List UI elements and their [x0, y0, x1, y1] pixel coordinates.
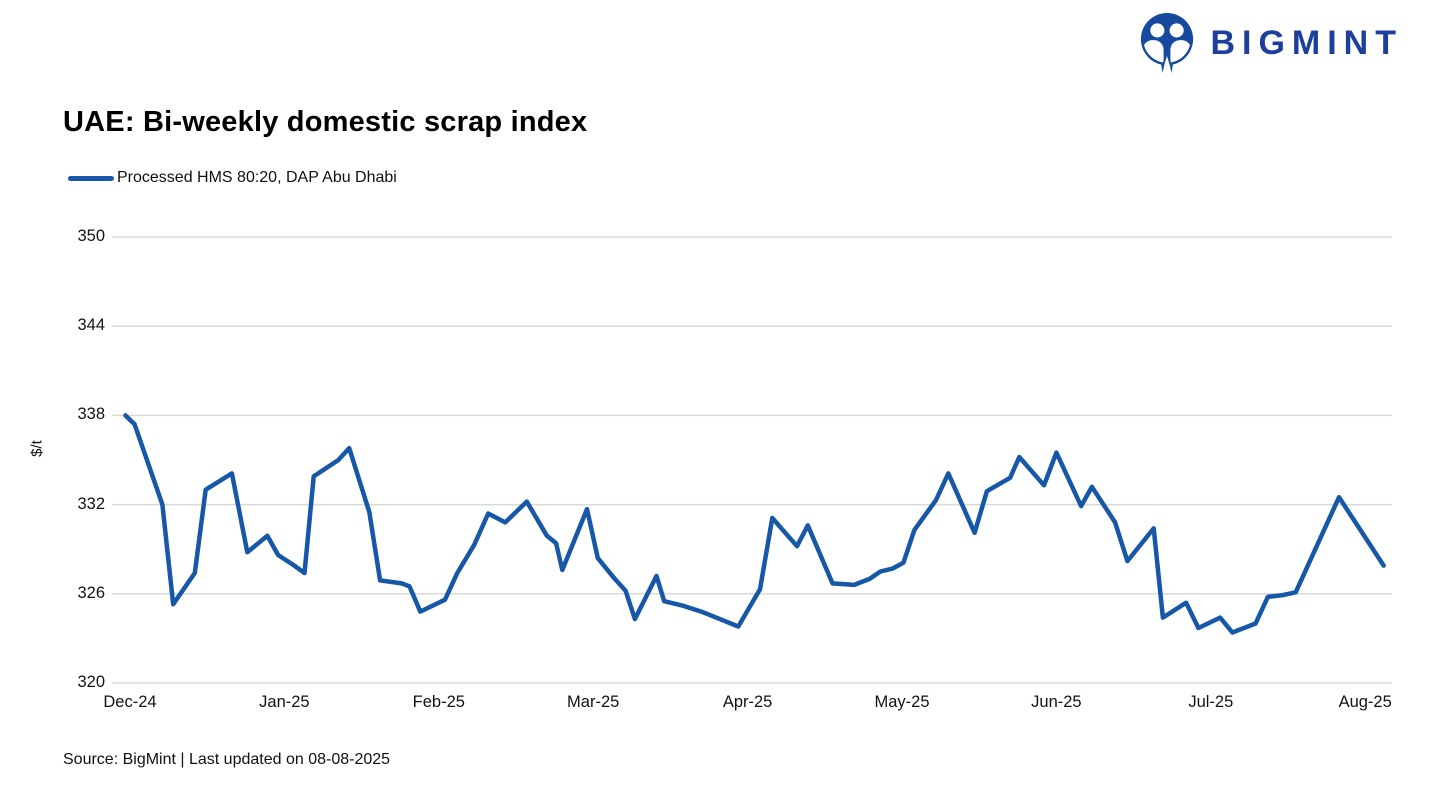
brand-logo: BIGMINT: [1138, 12, 1403, 74]
y-tick-label: 338: [77, 405, 105, 424]
y-tick-label: 350: [77, 227, 105, 245]
source-note: Source: BigMint | Last updated on 08-08-…: [63, 751, 391, 768]
y-tick-label: 326: [77, 583, 105, 602]
brand-name: BIGMINT: [1210, 23, 1403, 62]
x-tick-label: Jun-25: [1031, 693, 1082, 711]
legend-line-swatch: [68, 175, 114, 181]
x-tick-label: Aug-25: [1338, 693, 1392, 711]
page-title: UAE: Bi-weekly domestic scrap index: [63, 106, 588, 138]
x-tick-label: Apr-25: [722, 693, 773, 711]
x-tick-label: Dec-24: [103, 693, 157, 711]
x-tick-label: Feb-25: [412, 693, 465, 711]
y-tick-label: 320: [77, 673, 105, 691]
x-tick-label: Jul-25: [1188, 693, 1234, 711]
y-tick-label: 344: [77, 316, 105, 335]
legend-label: Processed HMS 80:20, DAP Abu Dhabi: [117, 169, 397, 186]
series-line: [123, 413, 1386, 635]
x-tick-label: May-25: [874, 693, 930, 711]
x-tick-label: Jan-25: [259, 693, 310, 711]
x-tick-label: Mar-25: [567, 693, 620, 711]
legend: Processed HMS 80:20, DAP Abu Dhabi: [68, 169, 397, 187]
bigmint-logo-icon: [1141, 13, 1194, 73]
y-tick-label: 332: [77, 494, 105, 513]
